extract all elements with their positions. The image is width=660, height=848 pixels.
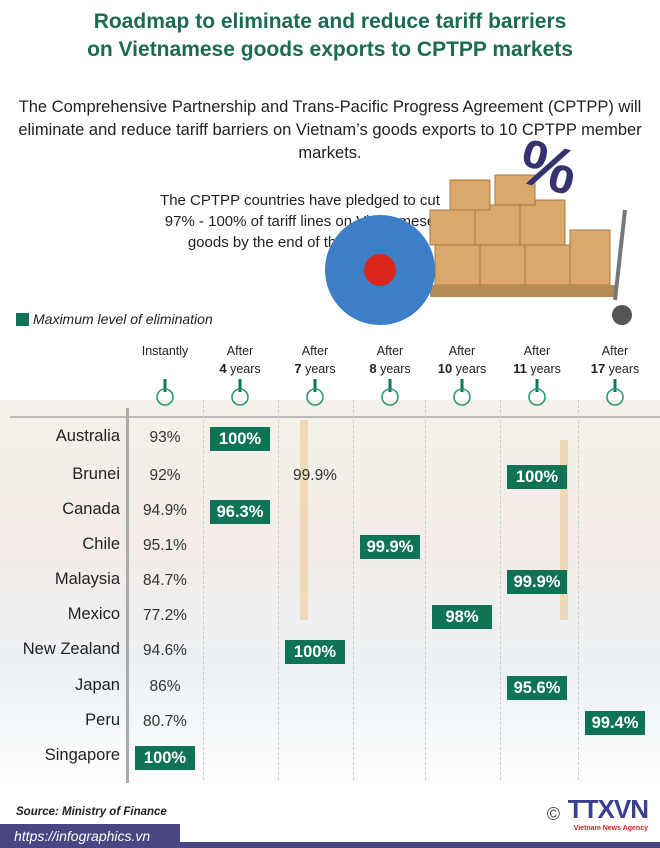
column-years-number: 7 — [294, 361, 302, 376]
column-years-number: 8 — [369, 361, 377, 376]
column-divider — [425, 400, 426, 780]
max-elimination-badge: 98% — [432, 605, 492, 629]
column-header: After 4 years — [202, 342, 278, 378]
max-elimination-badge: 96.3% — [210, 500, 270, 524]
legend: Maximum level of elimination — [16, 311, 213, 327]
column-divider — [353, 400, 354, 780]
crane-decoration — [560, 440, 568, 620]
column-period: 11 years — [499, 360, 575, 378]
column-years-unit: years — [376, 362, 411, 376]
max-elimination-badge: 99.9% — [507, 570, 567, 594]
website-link[interactable]: https://infographics.vn — [0, 824, 181, 848]
elimination-value: 92% — [149, 467, 181, 484]
footer-bar — [0, 842, 660, 848]
timeline-marker-icon — [305, 378, 325, 408]
column-header: After 10 years — [424, 342, 500, 378]
logo-text: TTXVN — [567, 794, 649, 824]
logo-subtext: Vietnam News Agency — [567, 824, 648, 833]
max-elimination-badge: 95.6% — [507, 676, 567, 700]
timeline-marker-icon — [230, 378, 250, 408]
column-header: After 8 years — [352, 342, 428, 378]
legend-label: Maximum level of elimination — [33, 311, 213, 327]
column-years-number: 17 — [590, 361, 606, 376]
column-years-unit: years — [526, 362, 561, 376]
timeline-marker-icon — [605, 378, 625, 408]
elimination-value: 77.2% — [143, 607, 187, 624]
elimination-value: 84.7% — [143, 572, 187, 589]
timeline-marker-icon — [380, 378, 400, 408]
elimination-value: 86% — [149, 678, 181, 695]
vietnam-flag-icon — [364, 254, 396, 286]
title-line: Roadmap to eliminate and reduce tariff b… — [93, 10, 567, 33]
column-years-number: 10 — [437, 361, 453, 376]
boxes-illustration: % — [325, 125, 640, 330]
max-elimination-badge: 99.4% — [585, 711, 645, 735]
column-divider — [500, 400, 501, 780]
column-divider — [203, 400, 204, 780]
column-period: 4 years — [202, 360, 278, 378]
country-divider — [126, 408, 129, 783]
source-text: Source: Ministry of Finance — [16, 806, 167, 818]
column-top: Instantly — [141, 344, 189, 358]
legend-swatch — [16, 312, 29, 326]
country-label: New Zealand — [22, 640, 120, 658]
max-elimination-badge: 100% — [135, 746, 195, 770]
country-label: Singapore — [44, 746, 120, 764]
column-top: After — [301, 344, 329, 358]
country-label: Australia — [55, 427, 120, 445]
country-label: Brunei — [72, 465, 120, 483]
crane-decoration — [300, 420, 308, 620]
column-divider — [278, 400, 279, 780]
elimination-value: 94.6% — [143, 642, 187, 659]
ttxvn-logo: TTXVN Vietnam News Agency — [567, 794, 649, 833]
elimination-value: 95.1% — [143, 537, 187, 554]
max-elimination-badge: 100% — [507, 465, 567, 489]
column-period: 8 years — [352, 360, 428, 378]
column-header: After 17 years — [577, 342, 653, 378]
column-period: 10 years — [424, 360, 500, 378]
column-years-unit: years — [301, 362, 336, 376]
column-header: After 7 years — [277, 342, 353, 378]
column-header: Instantly — [127, 342, 203, 360]
column-top: After — [376, 344, 404, 358]
title-line: on Vietnamese goods exports to CPTPP mar… — [87, 38, 573, 61]
timeline-marker-icon — [155, 378, 175, 408]
copyright-icon: © — [546, 804, 560, 824]
country-label: Chile — [82, 535, 120, 553]
elimination-value: 80.7% — [143, 713, 187, 730]
timeline-marker-icon — [452, 378, 472, 408]
column-header: After 11 years — [499, 342, 575, 378]
column-years-unit: years — [226, 362, 261, 376]
column-years-number: 4 — [219, 361, 227, 376]
elimination-value: 94.9% — [143, 502, 187, 519]
column-years-unit: years — [605, 362, 640, 376]
country-label: Malaysia — [54, 570, 120, 588]
column-top: After — [601, 344, 629, 358]
intro-text: The Comprehensive Partnership and Trans-… — [18, 98, 642, 162]
max-elimination-badge: 100% — [210, 427, 270, 451]
column-years-unit: years — [452, 362, 487, 376]
column-divider — [578, 400, 579, 780]
timeline-marker-icon — [527, 378, 547, 408]
max-elimination-badge: 99.9% — [360, 535, 420, 559]
header-divider — [10, 416, 660, 418]
page-title: Roadmap to eliminate and reduce tariff b… — [0, 8, 660, 64]
elimination-value: 99.9% — [293, 467, 337, 484]
country-label: Japan — [75, 676, 120, 694]
country-label: Peru — [85, 711, 120, 729]
column-years-number: 11 — [513, 361, 527, 376]
column-top: After — [226, 344, 254, 358]
column-period: 17 years — [577, 360, 653, 378]
country-label: Mexico — [67, 605, 120, 623]
elimination-value: 93% — [149, 429, 181, 446]
column-period: 7 years — [277, 360, 353, 378]
country-label: Canada — [62, 500, 120, 518]
max-elimination-badge: 100% — [285, 640, 345, 664]
column-top: After — [448, 344, 476, 358]
column-top: After — [523, 344, 551, 358]
